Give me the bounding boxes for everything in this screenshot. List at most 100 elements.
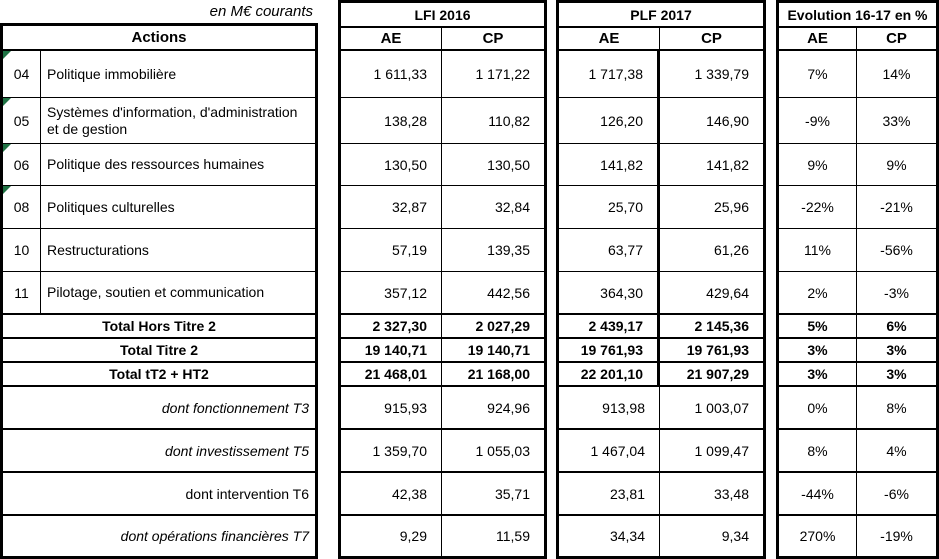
plf-2017-block: PLF 2017 AE CP 1 717,38 1 339,79 126,20 146…: [556, 0, 766, 559]
evo-cp-value-cell: -6%: [884, 485, 909, 502]
evo-ae-value-cell: 8%: [779, 430, 857, 471]
cell-comment-flag-icon: [3, 186, 11, 194]
table-row: 138,28 110,82: [341, 98, 544, 144]
lfi-cp-header: CP: [482, 30, 504, 47]
plf-subheader-row: AE CP: [559, 28, 763, 51]
evo-cp-value-cell: -3%: [884, 284, 909, 301]
subtotal-label-cell: dont investissement T5: [165, 442, 309, 459]
actions-column-header: Actions: [131, 29, 187, 46]
lfi-ae-value-cell: 1 359,70: [341, 430, 442, 471]
lfi-ae-value-cell: 19 140,71: [341, 339, 442, 361]
plf-ae-value-cell: 22 201,10: [559, 363, 660, 385]
table-row: dont investissement T5: [3, 430, 315, 473]
evolution-subheader-row: AE CP: [779, 28, 936, 51]
action-code-cell: 11: [3, 272, 41, 313]
plf-cp-value-cell: 61,26: [713, 242, 749, 258]
evo-ae-value-cell: 0%: [779, 387, 857, 428]
table-row: 5% 6%: [779, 315, 936, 339]
lfi-ae-value-cell: 9,29: [341, 516, 442, 556]
table-row: 1 717,38 1 339,79: [559, 51, 763, 98]
evo-cp-value-cell: 6%: [886, 318, 907, 334]
lfi-ae-value-cell: 42,38: [341, 473, 442, 514]
table-row: dont fonctionnement T3: [3, 387, 315, 430]
table-row: -44% -6%: [779, 473, 936, 516]
table-row: -22% -21%: [779, 186, 936, 229]
table-row: 32,87 32,84: [341, 186, 544, 229]
lfi-subheader-row: AE CP: [341, 28, 544, 51]
subtotal-label-cell: dont intervention T6: [185, 485, 310, 502]
plf-cp-value-cell: 2 145,36: [694, 318, 750, 334]
table-row: 2 439,17 2 145,36: [559, 315, 763, 339]
lfi-ae-value-cell: 21 468,01: [341, 363, 442, 385]
table-row: 3% 3%: [779, 339, 936, 363]
lfi-2016-header: LFI 2016: [414, 6, 471, 23]
lfi-table-box: LFI 2016 AE CP 1 611,33 1 171,22 138,28 110…: [338, 0, 547, 559]
lfi-ae-value-cell: 357,12: [341, 272, 442, 313]
evo-ae-value-cell: 7%: [779, 51, 857, 97]
plf-ae-value-cell: 2 439,17: [559, 315, 660, 337]
table-row: 19 761,93 19 761,93: [559, 339, 763, 363]
table-row: 141,82 141,82: [559, 144, 763, 186]
lfi-cp-value-cell: 924,96: [487, 399, 530, 416]
plf-ae-value-cell: 23,81: [559, 473, 660, 514]
evo-cp-value-cell: 14%: [882, 66, 911, 82]
evolution-block: Evolution 16-17 en % AE CP 7% 14% -9% 33% 9%…: [776, 0, 939, 559]
lfi-cp-value-cell: 35,71: [494, 485, 530, 502]
table-row: 21 468,01 21 168,00: [341, 363, 544, 387]
evo-ae-value-cell: 270%: [779, 516, 857, 556]
lfi-cp-value-cell: 442,56: [487, 284, 530, 301]
table-row: 2% -3%: [779, 272, 936, 315]
table-row: 1 467,04 1 099,47: [559, 430, 763, 473]
table-row: 9,29 11,59: [341, 516, 544, 556]
lfi-ae-value-cell: 2 327,30: [341, 315, 442, 337]
table-row: 10 Restructurations: [3, 229, 315, 272]
plf-cp-value-cell: 25,96: [713, 199, 749, 215]
units-caption: en M€ courants: [209, 3, 313, 20]
plf-cp-value-cell: 429,64: [706, 284, 749, 301]
evo-cp-value-cell: -56%: [880, 242, 913, 258]
table-row: 19 140,71 19 140,71: [341, 339, 544, 363]
action-label-cell: Restructurations: [47, 241, 149, 258]
table-row: 1 359,70 1 055,03: [341, 430, 544, 473]
action-code-cell: 04: [3, 51, 41, 97]
cell-comment-flag-icon: [3, 51, 11, 59]
lfi-cp-value-cell: 1 055,03: [475, 442, 531, 459]
action-code-cell: 10: [3, 229, 41, 271]
table-row: 11 Pilotage, soutien et communication: [3, 272, 315, 315]
total-label-cell: Total Titre 2: [119, 342, 199, 358]
evo-ae-value-cell: 5%: [779, 315, 857, 337]
plf-ae-value-cell: 364,30: [559, 272, 660, 313]
evo-ae-value-cell: -9%: [779, 98, 857, 143]
plf-cp-value-cell: 9,34: [721, 528, 749, 544]
total-label-cell: Total tT2 + HT2: [109, 366, 209, 382]
evo-cp-value-cell: 8%: [886, 399, 907, 416]
plf-cp-value-cell: 1 099,47: [694, 442, 750, 459]
plf-ae-header: AE: [559, 28, 660, 49]
table-row: 913,98 1 003,07: [559, 387, 763, 430]
lfi-cp-value-cell: 1 171,22: [475, 66, 531, 82]
evo-cp-value-cell: -19%: [880, 528, 913, 544]
table-row: 63,77 61,26: [559, 229, 763, 272]
table-row: 1 611,33 1 171,22: [341, 51, 544, 98]
lfi-cp-value-cell: 2 027,29: [475, 318, 531, 334]
evo-cp-value-cell: 9%: [886, 156, 907, 173]
lfi-ae-value-cell: 57,19: [341, 229, 442, 271]
table-row: dont intervention T6: [3, 473, 315, 516]
plf-table-box: PLF 2017 AE CP 1 717,38 1 339,79 126,20 146…: [556, 0, 766, 559]
lfi-cp-value-cell: 110,82: [488, 112, 530, 129]
plf-ae-value-cell: 63,77: [559, 229, 660, 271]
total-label-cell: Total Hors Titre 2: [102, 318, 216, 334]
evo-cp-value-cell: 33%: [882, 112, 911, 129]
action-label-cell: Politiques culturelles: [47, 198, 175, 215]
lfi-ae-header: AE: [341, 28, 442, 49]
action-code-cell: 08: [3, 186, 41, 228]
plf-cp-header: CP: [701, 30, 722, 47]
table-row: 364,30 429,64: [559, 272, 763, 315]
evo-cp-value-cell: 3%: [886, 366, 907, 382]
lfi-cp-value-cell: 11,59: [496, 528, 530, 544]
table-row: 915,93 924,96: [341, 387, 544, 430]
evo-ae-value-cell: 3%: [779, 339, 857, 361]
lfi-ae-value-cell: 915,93: [341, 387, 442, 428]
action-code-cell: 06: [3, 144, 41, 185]
